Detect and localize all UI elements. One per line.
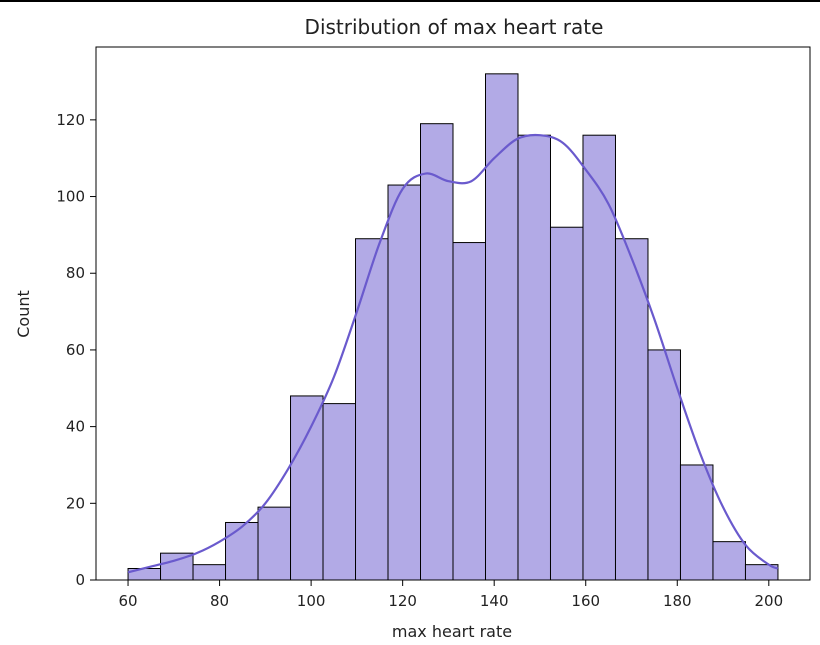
histogram-bar [517, 134, 551, 581]
histogram-bars [127, 73, 779, 581]
x-tick-label: 140 [480, 592, 509, 610]
y-axis-label: Count [14, 290, 33, 338]
x-tick-label: 120 [388, 592, 417, 610]
histogram-bar [549, 226, 584, 581]
x-tick-label: 180 [663, 592, 692, 610]
x-tick-label: 60 [118, 592, 137, 610]
histogram-bar [257, 506, 292, 581]
histogram-bar [647, 349, 681, 581]
x-tick-label: 80 [210, 592, 229, 610]
histogram-bar [452, 242, 486, 581]
histogram-bar [192, 564, 227, 581]
x-axis-ticks: 60 80 100 120 140 160 180 200 [118, 580, 783, 610]
kde-curve [127, 133, 779, 574]
histogram-bar [420, 123, 454, 581]
plot-frame [95, 46, 811, 581]
histogram-bar [225, 521, 259, 581]
histogram-bar [614, 238, 649, 581]
x-tick-label: 160 [571, 592, 600, 610]
y-tick-label: 20 [66, 494, 85, 512]
y-tick-label: 80 [66, 264, 85, 282]
x-axis-label: max heart rate [392, 622, 512, 641]
chart-title: Distribution of max heart rate [305, 15, 604, 39]
y-tick-label: 100 [56, 188, 85, 206]
x-tick-label: 100 [297, 592, 326, 610]
histogram-bar [290, 395, 324, 581]
histogram-bar [679, 464, 714, 581]
histogram-bar [712, 541, 746, 581]
y-tick-label: 40 [66, 418, 85, 436]
x-tick-label: 200 [754, 592, 783, 610]
y-axis-ticks: 0 20 40 60 80 100 120 [56, 111, 96, 589]
y-tick-label: 0 [75, 571, 85, 589]
y-tick-label: 120 [56, 111, 85, 129]
histogram-bar [322, 403, 357, 581]
histogram-bar [484, 73, 519, 581]
histogram-bar [582, 134, 616, 581]
top-border-line [0, 0, 820, 2]
histogram-bar [387, 184, 422, 581]
histogram-bar [355, 238, 389, 581]
y-tick-label: 60 [66, 341, 85, 359]
